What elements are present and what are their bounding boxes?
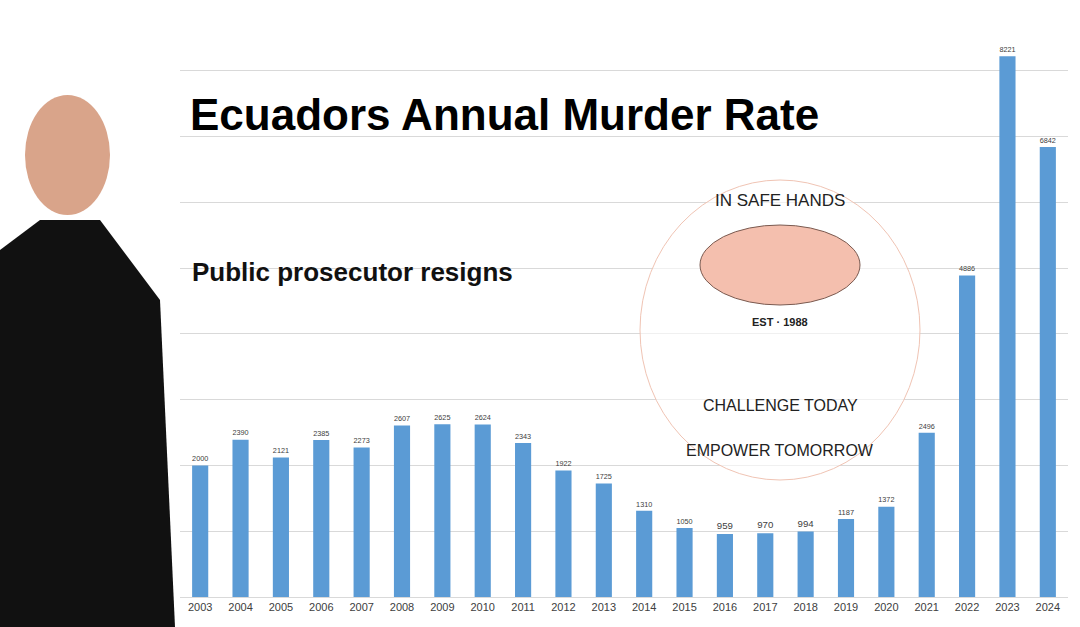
svg-text:2008: 2008: [390, 601, 414, 613]
svg-text:1372: 1372: [878, 495, 894, 504]
svg-text:2024: 2024: [1036, 601, 1060, 613]
svg-text:2385: 2385: [313, 429, 329, 438]
svg-text:2022: 2022: [955, 601, 979, 613]
svg-text:2496: 2496: [919, 422, 935, 431]
svg-text:2121: 2121: [273, 446, 289, 455]
svg-text:970: 970: [757, 519, 773, 530]
svg-text:Ecuadors Annual Murder Rate: Ecuadors Annual Murder Rate: [190, 90, 819, 139]
svg-text:2273: 2273: [354, 436, 370, 445]
svg-text:2006: 2006: [309, 601, 333, 613]
svg-text:2000: 2000: [192, 454, 208, 463]
svg-text:2009: 2009: [430, 601, 454, 613]
svg-text:1310: 1310: [636, 500, 652, 509]
svg-text:2018: 2018: [793, 601, 817, 613]
svg-text:2020: 2020: [874, 601, 898, 613]
svg-text:1922: 1922: [555, 459, 571, 468]
svg-text:EMPOWER TOMORROW: EMPOWER TOMORROW: [686, 442, 874, 459]
svg-text:Public prosecutor resigns: Public prosecutor resigns: [192, 257, 513, 287]
svg-text:1725: 1725: [596, 472, 612, 481]
svg-text:2010: 2010: [470, 601, 494, 613]
svg-text:2014: 2014: [632, 601, 656, 613]
svg-text:6842: 6842: [1040, 136, 1056, 145]
svg-text:1050: 1050: [676, 517, 692, 526]
svg-text:2011: 2011: [511, 601, 535, 613]
svg-text:2390: 2390: [232, 428, 248, 437]
svg-text:2021: 2021: [914, 601, 938, 613]
svg-text:2019: 2019: [834, 601, 858, 613]
svg-text:2015: 2015: [672, 601, 696, 613]
svg-text:2003: 2003: [188, 601, 212, 613]
svg-text:IN SAFE HANDS: IN SAFE HANDS: [715, 191, 845, 210]
svg-text:2017: 2017: [753, 601, 777, 613]
svg-text:2012: 2012: [551, 601, 575, 613]
svg-text:2607: 2607: [394, 414, 410, 423]
svg-text:994: 994: [798, 518, 815, 529]
svg-text:959: 959: [717, 520, 733, 531]
svg-text:2016: 2016: [713, 601, 737, 613]
svg-text:8221: 8221: [999, 45, 1015, 54]
svg-text:EST · 1988: EST · 1988: [752, 316, 808, 328]
svg-text:2624: 2624: [475, 413, 491, 422]
svg-text:CHALLENGE TODAY: CHALLENGE TODAY: [703, 397, 858, 414]
svg-text:1187: 1187: [838, 508, 854, 517]
svg-text:2343: 2343: [515, 432, 531, 441]
svg-text:2013: 2013: [592, 601, 616, 613]
svg-text:4886: 4886: [959, 264, 975, 273]
svg-text:2004: 2004: [228, 601, 252, 613]
svg-text:2023: 2023: [995, 601, 1019, 613]
svg-text:2005: 2005: [269, 601, 293, 613]
svg-text:2625: 2625: [434, 413, 450, 422]
svg-text:2007: 2007: [349, 601, 373, 613]
